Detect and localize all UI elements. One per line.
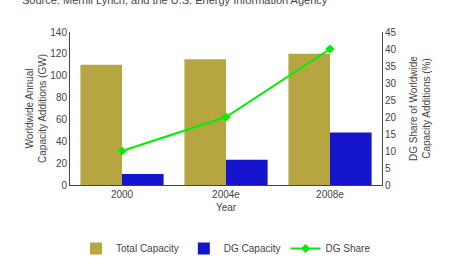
svg-text:60: 60	[56, 114, 68, 125]
svg-text:0: 0	[385, 180, 391, 191]
svg-text:30: 30	[385, 78, 397, 89]
svg-text:2000: 2000	[111, 189, 134, 200]
svg-text:15: 15	[385, 129, 397, 140]
svg-text:100: 100	[50, 70, 67, 81]
svg-text:140: 140	[50, 27, 67, 38]
svg-text:Source: Merrill Lynch, and the: Source: Merrill Lynch, and the U.S. Ener…	[22, 0, 328, 6]
svg-text:0: 0	[61, 180, 67, 191]
svg-text:DG Share: DG Share	[326, 243, 371, 254]
svg-text:DG Share of WorldwideCapacity: DG Share of WorldwideCapacity Additions …	[408, 56, 432, 161]
svg-text:35: 35	[385, 61, 397, 72]
svg-text:120: 120	[50, 48, 67, 59]
svg-text:2004e: 2004e	[212, 189, 240, 200]
svg-text:10: 10	[385, 146, 397, 157]
svg-text:Total Capacity: Total Capacity	[116, 243, 179, 254]
svg-text:20: 20	[56, 158, 68, 169]
svg-text:20: 20	[385, 112, 397, 123]
svg-text:80: 80	[56, 92, 68, 103]
svg-text:2008e: 2008e	[316, 189, 344, 200]
svg-text:45: 45	[385, 27, 397, 38]
svg-text:40: 40	[56, 136, 68, 147]
svg-text:40: 40	[385, 44, 397, 55]
svg-text:25: 25	[385, 95, 397, 106]
svg-text:Worldwide AnnualCapacity Addit: Worldwide AnnualCapacity Additions (GW)	[24, 54, 48, 163]
svg-text:Year: Year	[216, 202, 237, 213]
svg-text:5: 5	[385, 163, 391, 174]
svg-text:DG Capacity: DG Capacity	[224, 243, 281, 254]
